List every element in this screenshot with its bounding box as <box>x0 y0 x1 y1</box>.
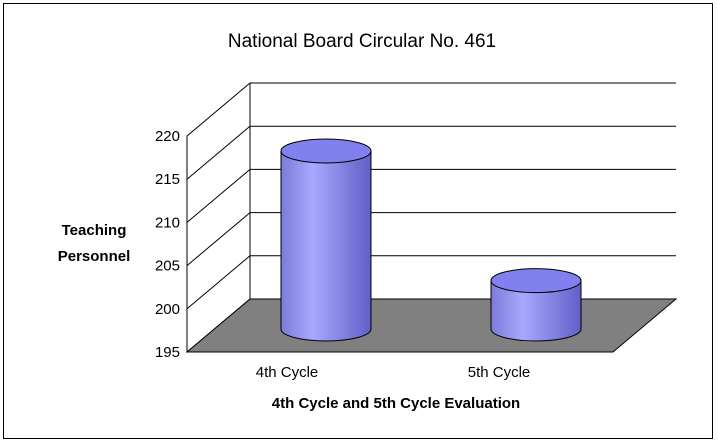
x-category-label: 4th Cycle <box>256 364 319 381</box>
bar-2 <box>490 268 582 342</box>
gridline-side <box>186 255 251 310</box>
bar-top <box>490 268 582 294</box>
gridline-side <box>186 169 251 223</box>
y-tick-label: 215 <box>155 171 180 188</box>
y-tick-label: 210 <box>155 214 180 231</box>
y-axis-title-line-2: Personnel <box>58 248 131 265</box>
x-category-label: 5th Cycle <box>468 364 531 381</box>
y-tick-label: 220 <box>155 128 180 145</box>
chart-title: National Board Circular No. 461 <box>228 31 496 52</box>
bar-1 <box>280 138 372 342</box>
y-tick-label: 200 <box>155 301 180 318</box>
y-axis-title-line-1: Teaching <box>62 222 127 239</box>
bar-body <box>280 150 372 342</box>
y-tick-label: 205 <box>155 258 180 275</box>
x-axis-title: 4th Cycle and 5th Cycle Evaluation <box>272 395 520 412</box>
chart-frame: National Board Circular No. 461 195 200 20… <box>3 3 713 439</box>
y-tick-label: 195 <box>155 344 180 361</box>
bars <box>280 138 582 342</box>
y-axis-ticks: 195 200 205 210 215 220 <box>155 128 180 361</box>
chart-canvas: National Board Circular No. 461 195 200 20… <box>58 31 678 412</box>
gridline-side <box>186 125 251 180</box>
gridline-side <box>186 82 251 137</box>
x-axis-categories: 4th Cycle 5th Cycle <box>256 364 531 381</box>
bar-top <box>280 138 372 164</box>
floor-plane <box>185 298 678 353</box>
gridline-side <box>186 212 251 266</box>
chart-floor <box>185 298 678 353</box>
bar-body <box>490 280 582 342</box>
